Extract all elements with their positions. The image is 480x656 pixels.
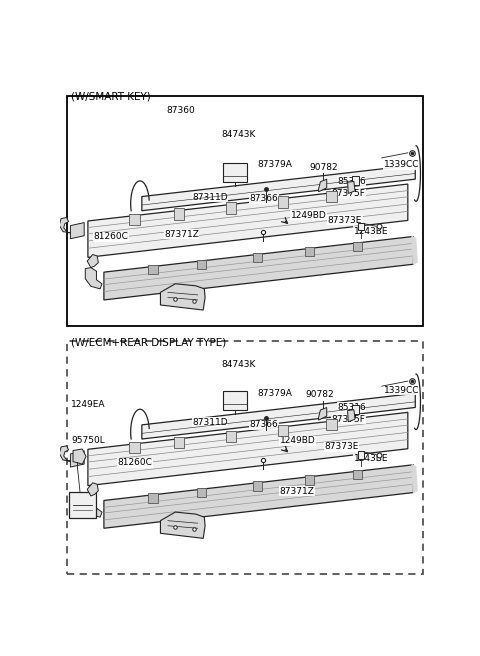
Text: 90782: 90782 [305, 390, 334, 399]
FancyBboxPatch shape [278, 196, 288, 207]
Polygon shape [88, 184, 408, 257]
FancyBboxPatch shape [129, 442, 140, 453]
Text: 81260C: 81260C [94, 232, 128, 241]
Text: (W/SMART KEY): (W/SMART KEY) [71, 91, 151, 101]
Polygon shape [85, 496, 102, 517]
FancyBboxPatch shape [326, 419, 337, 430]
FancyBboxPatch shape [174, 209, 184, 220]
Polygon shape [59, 446, 71, 461]
Text: 87379A: 87379A [257, 160, 292, 169]
Text: 84743K: 84743K [221, 130, 256, 139]
Text: 87311D: 87311D [192, 418, 228, 426]
Polygon shape [412, 464, 417, 493]
Polygon shape [59, 218, 71, 233]
FancyBboxPatch shape [148, 493, 157, 502]
FancyBboxPatch shape [353, 241, 362, 251]
FancyBboxPatch shape [305, 476, 314, 485]
FancyBboxPatch shape [226, 431, 236, 442]
FancyBboxPatch shape [223, 163, 247, 182]
Polygon shape [412, 236, 417, 264]
FancyBboxPatch shape [352, 176, 360, 186]
FancyBboxPatch shape [67, 341, 423, 574]
Text: 87366: 87366 [250, 194, 278, 203]
Text: 87360: 87360 [166, 106, 195, 115]
Text: 1339CC: 1339CC [384, 160, 419, 169]
Text: (W/ECM+REAR DISPLAY TYPE): (W/ECM+REAR DISPLAY TYPE) [71, 338, 227, 348]
Polygon shape [73, 449, 86, 464]
Text: 1339CC: 1339CC [384, 386, 419, 395]
FancyBboxPatch shape [305, 247, 314, 256]
Text: 1249BD: 1249BD [279, 436, 315, 445]
Polygon shape [160, 512, 205, 539]
Polygon shape [87, 483, 98, 496]
Polygon shape [104, 464, 413, 528]
FancyBboxPatch shape [148, 265, 157, 274]
Text: 90782: 90782 [309, 163, 338, 172]
FancyBboxPatch shape [252, 482, 262, 491]
Text: 95750L: 95750L [71, 436, 105, 445]
FancyBboxPatch shape [197, 488, 206, 497]
FancyBboxPatch shape [358, 222, 364, 230]
Polygon shape [87, 255, 98, 268]
Text: 87375F: 87375F [332, 415, 365, 424]
Polygon shape [85, 268, 102, 289]
Text: 85316: 85316 [337, 176, 366, 186]
FancyBboxPatch shape [252, 253, 262, 262]
FancyBboxPatch shape [326, 191, 337, 202]
Polygon shape [71, 451, 84, 467]
Polygon shape [142, 394, 415, 439]
Text: 87371Z: 87371Z [279, 487, 314, 496]
Polygon shape [348, 181, 355, 194]
FancyBboxPatch shape [353, 470, 362, 479]
Text: 87379A: 87379A [257, 389, 292, 398]
Polygon shape [319, 179, 327, 192]
Text: 87311D: 87311D [192, 193, 228, 202]
Text: 87373E: 87373E [324, 442, 359, 451]
Text: 87371Z: 87371Z [164, 230, 199, 239]
Text: 1243BE: 1243BE [354, 227, 388, 236]
Polygon shape [88, 413, 408, 485]
Text: 1249BD: 1249BD [290, 211, 326, 220]
FancyBboxPatch shape [278, 424, 288, 436]
FancyBboxPatch shape [223, 391, 247, 410]
Text: 85316: 85316 [337, 403, 366, 411]
Polygon shape [160, 284, 205, 310]
FancyBboxPatch shape [197, 260, 206, 269]
Text: 84743K: 84743K [221, 359, 256, 369]
Text: 1243BE: 1243BE [354, 454, 388, 463]
Text: 87366: 87366 [250, 420, 278, 429]
FancyBboxPatch shape [69, 492, 96, 518]
Text: 81260C: 81260C [118, 458, 153, 467]
FancyBboxPatch shape [226, 203, 236, 214]
FancyBboxPatch shape [358, 451, 364, 459]
Polygon shape [319, 407, 327, 420]
FancyBboxPatch shape [129, 214, 140, 225]
FancyBboxPatch shape [174, 437, 184, 448]
FancyBboxPatch shape [67, 96, 423, 326]
Polygon shape [348, 409, 355, 422]
Polygon shape [71, 222, 84, 239]
Text: 87373E: 87373E [328, 216, 362, 224]
Text: 1249EA: 1249EA [71, 400, 106, 409]
FancyBboxPatch shape [352, 405, 360, 414]
Text: 87375F: 87375F [332, 190, 365, 198]
Polygon shape [142, 165, 415, 211]
Polygon shape [104, 236, 413, 300]
